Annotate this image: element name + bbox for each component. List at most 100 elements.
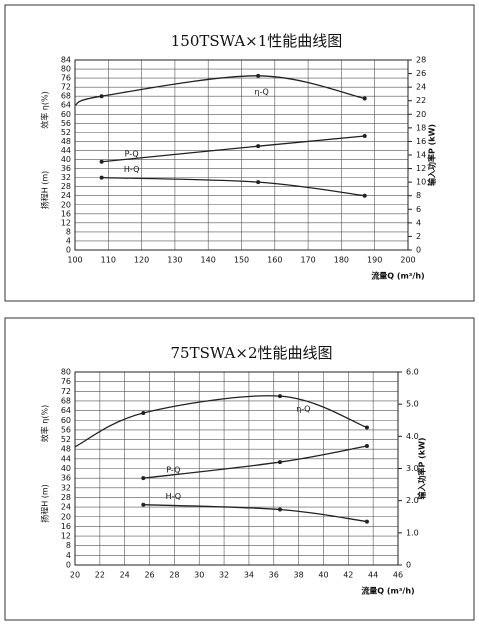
point <box>256 144 261 149</box>
x-tick-label: 190 <box>367 256 382 265</box>
y-tick-label: 72 <box>61 83 71 92</box>
x-tick-label: 34 <box>244 571 254 580</box>
series-label: P-Q <box>125 149 139 158</box>
y-tick-label: 20 <box>61 200 71 209</box>
plot-frame <box>74 371 399 566</box>
point <box>141 476 146 481</box>
y-axis-label: 效率 η(%) <box>40 405 50 442</box>
x-tick-label: 120 <box>134 256 149 265</box>
y-tick-label: 44 <box>61 146 71 155</box>
y-tick-label: 16 <box>61 209 71 218</box>
x-tick-label: 150 <box>234 256 249 265</box>
plot-frame <box>74 59 409 251</box>
y-tick-label: 84 <box>61 56 71 65</box>
x-tick-label: 140 <box>201 256 216 265</box>
y-tick-label: 40 <box>61 464 71 473</box>
y-tick-label: 12 <box>61 532 71 541</box>
y-tick-label: 48 <box>61 445 71 454</box>
y2-axis-label: 输入功率P (kW) <box>417 437 427 499</box>
y2-tick-label: 22 <box>416 96 426 105</box>
x-tick-label: 100 <box>67 256 82 265</box>
y2-tick-label: 16 <box>416 137 426 146</box>
x-tick-label: 24 <box>120 571 130 580</box>
y2-tick-label: 5.0 <box>406 400 419 409</box>
y-tick-label: 36 <box>61 474 71 483</box>
y-tick-label: 8 <box>66 227 71 236</box>
y-tick-label: 32 <box>61 173 71 182</box>
y-tick-label: 24 <box>61 503 71 512</box>
point <box>141 411 146 416</box>
point <box>99 175 104 180</box>
y2-tick-label: 28 <box>416 56 426 65</box>
y2-tick-label: 0 <box>416 246 421 255</box>
x-tick-label: 44 <box>368 571 378 580</box>
x-tick-label: 32 <box>219 571 229 580</box>
y2-tick-label: 4 <box>416 218 421 227</box>
x-axis-label: 流量Q (m³/h) <box>361 586 414 596</box>
x-tick-label: 26 <box>144 571 154 580</box>
y-tick-label: 80 <box>61 368 71 377</box>
point <box>277 507 282 512</box>
y2-tick-label: 20 <box>416 110 426 119</box>
y-tick-label: 40 <box>61 155 71 164</box>
y2-tick-label: 14 <box>416 151 426 160</box>
y-tick-label: 0 <box>66 561 71 570</box>
y-tick-label: 76 <box>61 74 71 83</box>
point <box>277 394 282 399</box>
y-tick-label: 28 <box>61 493 71 502</box>
y-tick-label: 56 <box>61 119 71 128</box>
y2-tick-label: 12 <box>416 164 426 173</box>
y2-tick-label: 24 <box>416 83 426 92</box>
y2-tick-label: 26 <box>416 69 426 78</box>
y-tick-label: 12 <box>61 218 71 227</box>
y-tick-label: 32 <box>61 483 71 492</box>
y2-tick-label: 2.0 <box>406 496 419 505</box>
y2-axis-label: 输入功率P (kW) <box>427 124 437 186</box>
point <box>141 502 146 507</box>
y-axis-label: 扬程H (m) <box>40 484 50 523</box>
y-tick-label: 44 <box>61 454 71 463</box>
x-tick-label: 36 <box>269 571 279 580</box>
panel-frame <box>4 4 475 302</box>
y-tick-label: 68 <box>61 92 71 101</box>
series-label: η-Q <box>255 88 269 97</box>
x-tick-label: 28 <box>169 571 179 580</box>
point <box>256 180 261 185</box>
curve <box>74 395 368 448</box>
x-tick-label: 180 <box>334 256 349 265</box>
x-tick-label: 40 <box>318 571 328 580</box>
point <box>256 73 261 78</box>
x-tick-label: 38 <box>294 571 304 580</box>
y-tick-label: 8 <box>66 541 71 550</box>
x-tick-label: 160 <box>267 256 282 265</box>
point <box>277 460 282 465</box>
x-tick-label: 22 <box>95 571 105 580</box>
y-tick-label: 28 <box>61 182 71 191</box>
y-tick-label: 76 <box>61 377 71 386</box>
series-label: P-Q <box>166 466 180 475</box>
y2-tick-label: 8 <box>416 191 421 200</box>
x-tick-label: 130 <box>167 256 182 265</box>
x-tick-label: 200 <box>400 256 415 265</box>
y-tick-label: 52 <box>61 128 71 137</box>
y-tick-label: 0 <box>66 246 71 255</box>
curve <box>101 135 365 163</box>
curve <box>74 75 365 106</box>
point <box>362 193 367 198</box>
y2-tick-label: 4.0 <box>406 432 419 441</box>
y2-tick-label: 0 <box>406 561 411 570</box>
point <box>99 159 104 164</box>
y-tick-label: 72 <box>61 387 71 396</box>
panel-frame <box>4 317 475 621</box>
x-tick-label: 46 <box>393 571 403 580</box>
x-tick-label: 110 <box>101 256 116 265</box>
point <box>99 94 104 99</box>
point <box>364 425 369 430</box>
y-tick-label: 20 <box>61 512 71 521</box>
y-axis-label: 扬程H (m) <box>40 171 50 210</box>
point <box>362 96 367 101</box>
point <box>364 443 369 448</box>
y-tick-label: 68 <box>61 396 71 405</box>
y-tick-label: 48 <box>61 137 71 146</box>
y-tick-label: 36 <box>61 164 71 173</box>
